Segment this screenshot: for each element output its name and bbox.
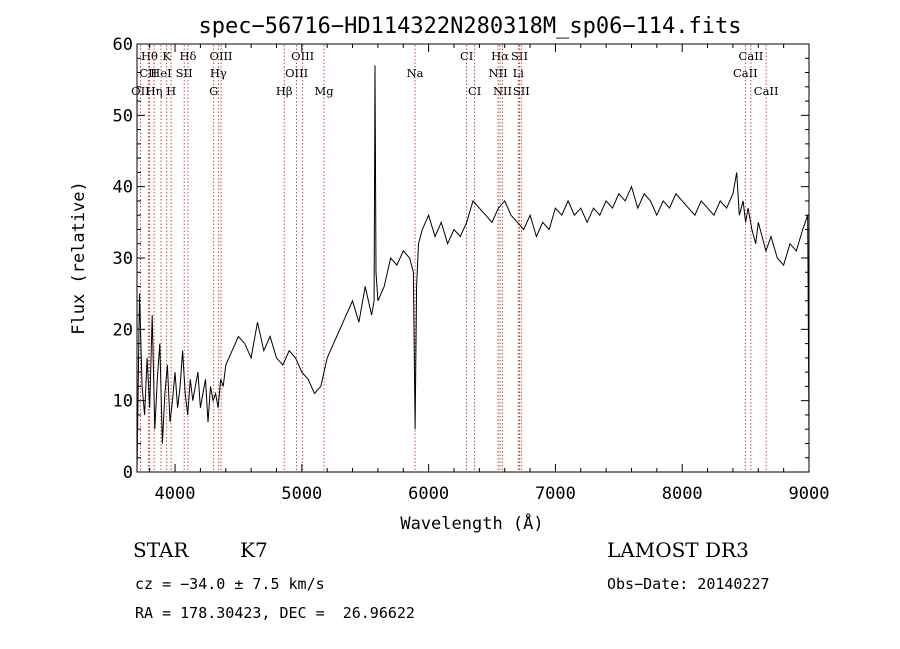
- spectral-line-label: K: [162, 49, 171, 63]
- object-subclass: K7: [240, 538, 268, 562]
- y-axis-label: Flux (relative): [69, 181, 89, 335]
- spectral-line-label: G: [209, 84, 218, 98]
- spectral-line-label: SII: [513, 84, 530, 98]
- x-tick-label: 7000: [535, 484, 576, 504]
- x-tick-label: 6000: [408, 484, 449, 504]
- x-tick-label: 4000: [155, 484, 196, 504]
- spectral-line-label: CI: [468, 84, 481, 98]
- chart-title: spec−56716−HD114322N280318M_sp06−114.fit…: [198, 14, 741, 39]
- y-tick-label: 40: [113, 178, 133, 198]
- obs-date: Obs−Date: 20140227: [607, 575, 770, 593]
- spectral-line-label: NII: [489, 66, 508, 80]
- spectral-line-label: SII: [511, 49, 528, 63]
- axis-ticks: 4000 5000 6000 7000 8000 9000 0 10 20 30 40 50 60: [113, 35, 830, 504]
- spectral-line-label: HeI: [150, 66, 171, 80]
- spectral-line-label: Hβ: [276, 84, 293, 98]
- spectral-line-label: Hγ: [210, 66, 227, 80]
- x-axis-label: Wavelength (Å): [400, 512, 543, 534]
- spectral-line-label: Hα: [491, 49, 509, 63]
- coordinates: RA = 178.30423, DEC = 26.96622: [135, 604, 415, 622]
- redshift-text: cz = −34.0 ± 7.5 km/s: [135, 575, 325, 593]
- y-tick-label: 10: [113, 392, 133, 412]
- plot-frame: [136, 43, 810, 473]
- spectral-line-label: CaII: [733, 66, 758, 80]
- spectral-line-label: Mg: [314, 84, 334, 98]
- spectral-line-label: Na: [407, 66, 424, 80]
- spectral-line-label: SII: [176, 66, 193, 80]
- spectral-line-label: OII: [131, 84, 150, 98]
- spectral-line-label: Hη: [146, 84, 163, 98]
- y-tick-label: 20: [113, 320, 133, 340]
- spectrum-line: [136, 65, 810, 473]
- y-tick-label: 0: [123, 463, 133, 483]
- object-class: STAR: [133, 538, 189, 562]
- spectral-line-label: CII: [139, 66, 157, 80]
- x-tick-label: 9000: [789, 484, 830, 504]
- survey-name: LAMOST DR3: [607, 538, 749, 562]
- spectral-line-label: OIII: [291, 49, 314, 63]
- spectral-line-label: CI: [460, 49, 473, 63]
- y-tick-label: 30: [113, 249, 133, 269]
- spectral-line-label: CaII: [754, 84, 779, 98]
- spectral-line-label: Li: [513, 66, 525, 80]
- spectral-line-label: OIII: [210, 49, 233, 63]
- y-tick-label: 60: [113, 35, 133, 55]
- spectral-line-label: OIII: [285, 66, 308, 80]
- x-tick-label: 8000: [662, 484, 703, 504]
- spectral-line-label: CaII: [739, 49, 764, 63]
- spectral-line-label: NII: [493, 84, 512, 98]
- spectral-line-label: Hδ: [179, 49, 196, 63]
- x-tick-label: 5000: [281, 484, 322, 504]
- spectral-line-label: H: [166, 84, 176, 98]
- y-tick-label: 50: [113, 106, 133, 126]
- spectral-line-label: Hθ: [141, 49, 158, 63]
